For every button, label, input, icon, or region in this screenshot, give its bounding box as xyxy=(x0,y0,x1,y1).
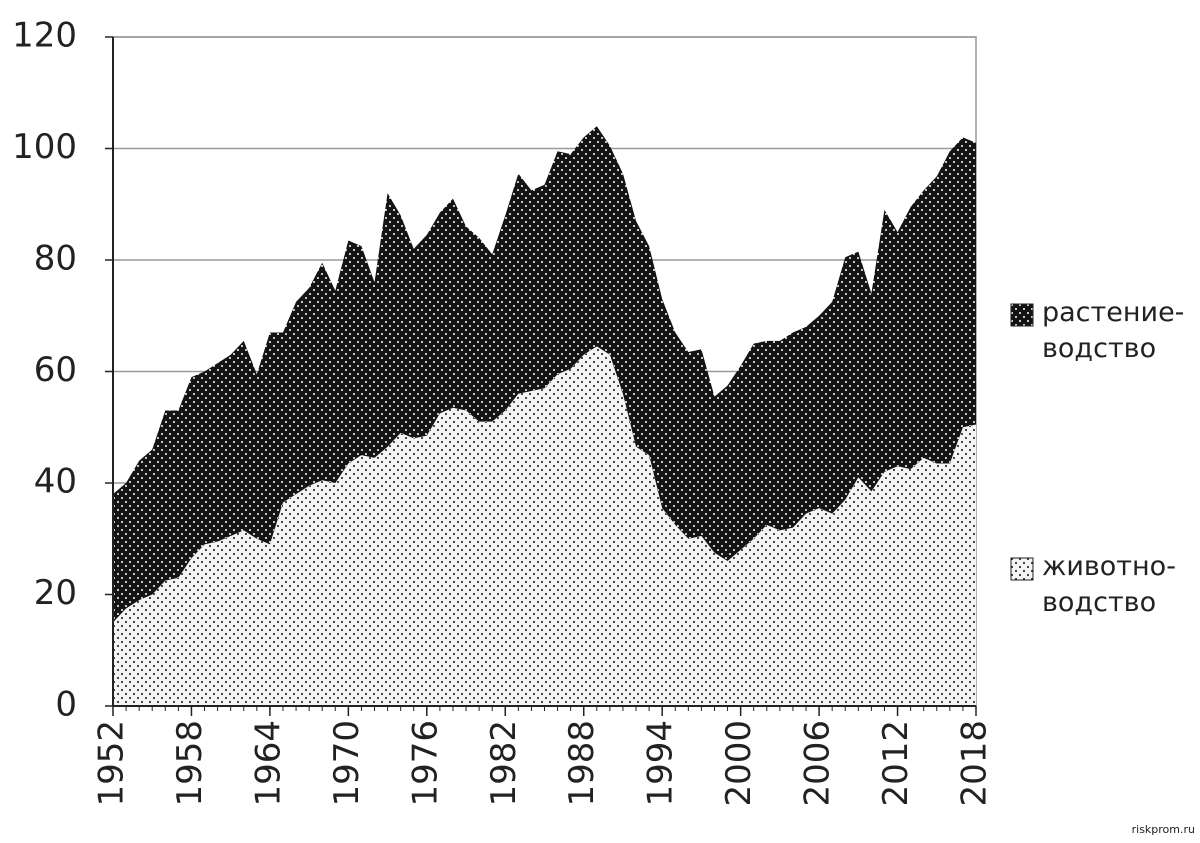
area xyxy=(113,346,976,706)
x-tick-label: 2018 xyxy=(955,720,995,807)
x-tick-label: 2012 xyxy=(876,720,916,807)
x-tick-label: 1988 xyxy=(562,720,602,807)
y-tick-label: 80 xyxy=(34,239,77,279)
legend-swatch xyxy=(1010,303,1034,327)
x-tick-label: 2000 xyxy=(719,720,759,807)
x-tick-label: 2006 xyxy=(798,720,838,807)
x-tick-label: 1952 xyxy=(92,720,132,807)
legend-swatch xyxy=(1010,557,1034,581)
source: riskprom.ru xyxy=(1132,823,1195,836)
legend-entry: животно-водство xyxy=(1010,549,1182,621)
y-tick-label: 20 xyxy=(34,573,77,613)
x-tick-label: 1958 xyxy=(170,720,210,807)
x-tick-label: 1982 xyxy=(484,720,524,807)
legend-entry: растение-водство xyxy=(1010,295,1185,367)
y-tick-label: 100 xyxy=(12,127,77,167)
x-tick-label: 1994 xyxy=(641,720,681,807)
x-tick-label: 1976 xyxy=(405,720,445,807)
legend-marker xyxy=(1010,557,1034,581)
area xyxy=(113,126,976,623)
y-tick-label: 60 xyxy=(34,350,77,390)
y-tick-label: 120 xyxy=(12,16,77,56)
legend-label: животно-водство xyxy=(1042,551,1176,618)
legend-label: растение-водство xyxy=(1042,297,1185,364)
y-tick-label: 40 xyxy=(34,462,77,502)
y-tick-label: 0 xyxy=(55,685,77,725)
legend-marker xyxy=(1010,303,1034,327)
x-tick-label: 1964 xyxy=(248,720,288,807)
x-tick-label: 1970 xyxy=(327,720,367,807)
